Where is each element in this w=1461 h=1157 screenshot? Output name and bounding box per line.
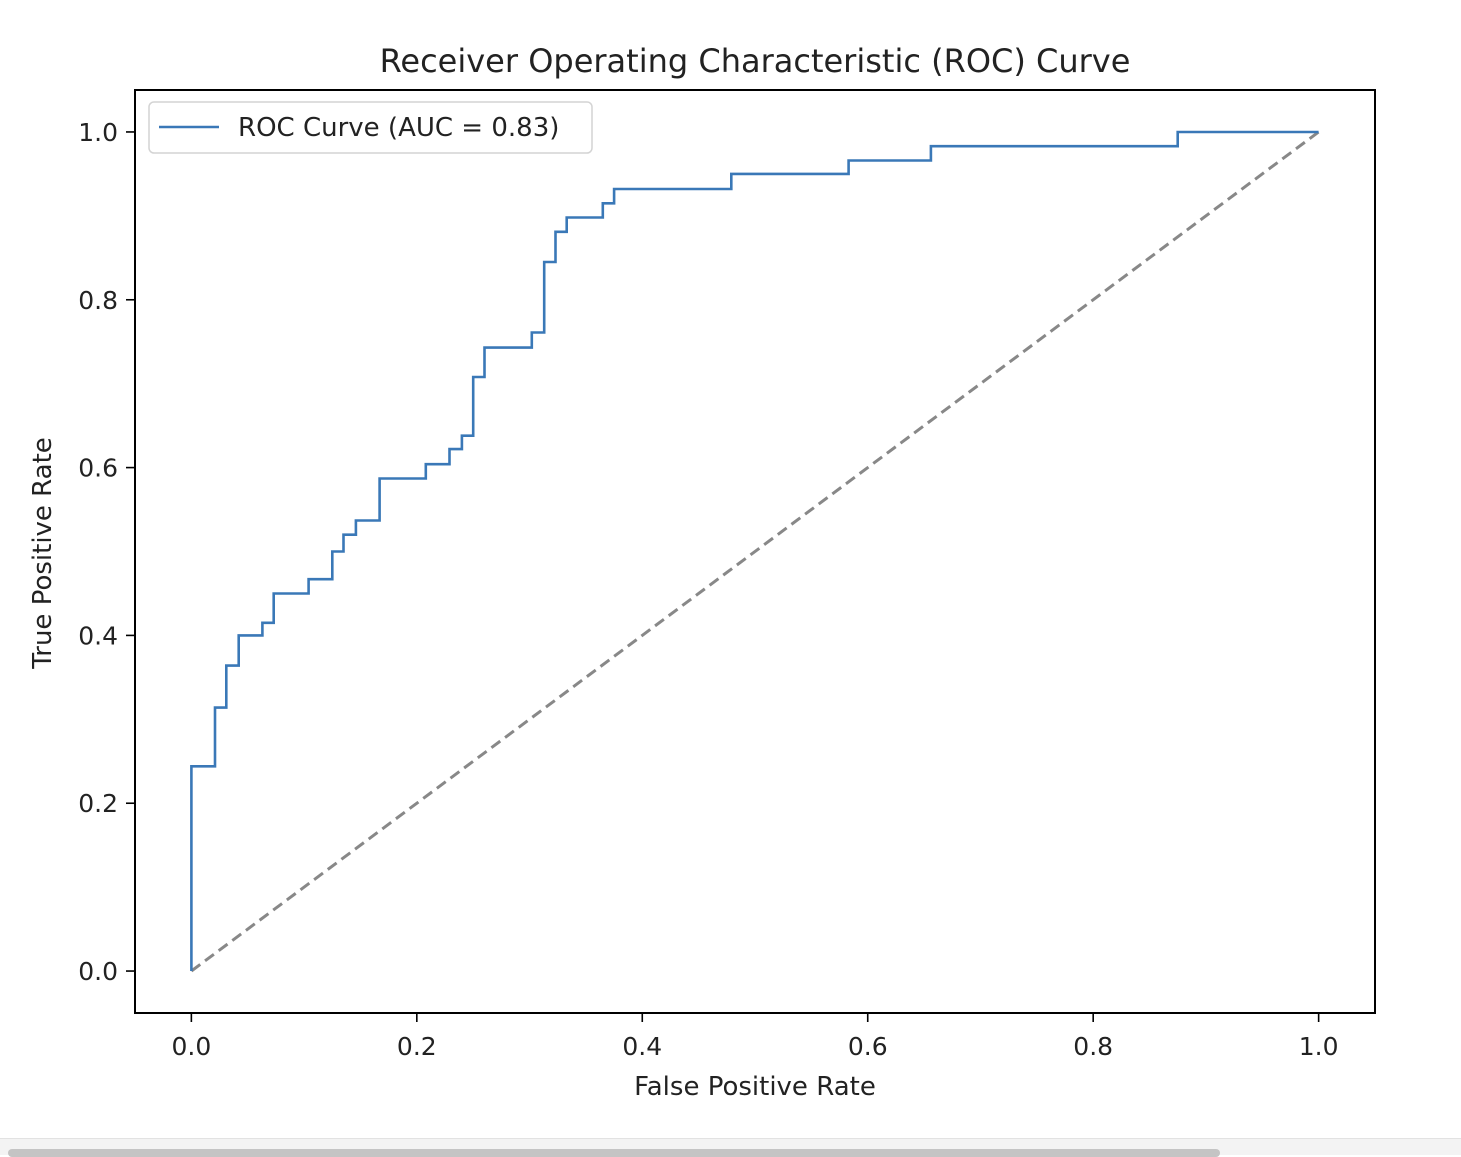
y-tick-label: 0.4 bbox=[78, 621, 118, 650]
x-tick-label: 0.0 bbox=[171, 1032, 211, 1061]
legend-box bbox=[148, 101, 593, 154]
chance-diagonal-line bbox=[190, 130, 1320, 973]
x-tick-label: 0.4 bbox=[622, 1032, 662, 1061]
legend: ROC Curve (AUC = 0.83) bbox=[148, 101, 593, 154]
y-tick-label: 0.0 bbox=[78, 957, 118, 986]
y-axis-label: True Positive Rate bbox=[28, 437, 58, 670]
x-tick-label: 0.8 bbox=[1073, 1032, 1113, 1061]
scrollbar-thumb[interactable] bbox=[8, 1149, 1220, 1157]
roc-curve-line bbox=[190, 130, 1319, 971]
x-axis-ticks: 0.0 0.2 0.4 0.6 0.8 1.0 bbox=[171, 1013, 1339, 1061]
x-axis-label: False Positive Rate bbox=[634, 1072, 876, 1102]
y-tick-label: 0.8 bbox=[78, 286, 118, 315]
plot-frame bbox=[134, 89, 1376, 1014]
y-tick-label: 0.6 bbox=[78, 454, 118, 483]
chart-title: Receiver Operating Characteristic (ROC) … bbox=[380, 42, 1131, 80]
y-tick-label: 0.2 bbox=[78, 789, 118, 818]
x-tick-label: 0.2 bbox=[397, 1032, 437, 1061]
horizontal-scrollbar[interactable] bbox=[0, 1138, 1461, 1157]
x-tick-label: 1.0 bbox=[1299, 1032, 1339, 1061]
x-tick-label: 0.6 bbox=[848, 1032, 888, 1061]
plot-series bbox=[190, 130, 1320, 973]
legend-label: ROC Curve (AUC = 0.83) bbox=[238, 113, 559, 143]
y-axis-ticks: 0.0 0.2 0.4 0.6 0.8 1.0 bbox=[78, 118, 135, 986]
y-tick-label: 1.0 bbox=[78, 118, 118, 147]
